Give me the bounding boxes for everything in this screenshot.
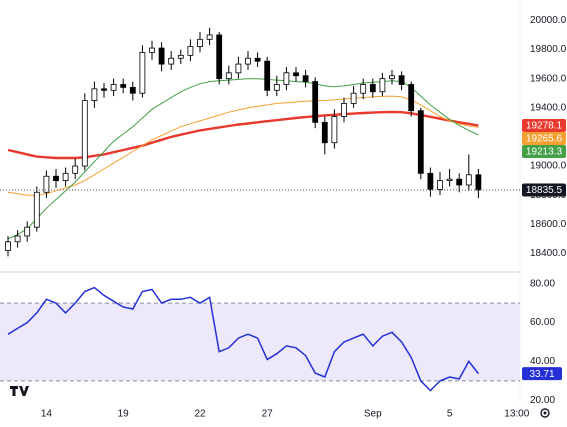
candle-body bbox=[321, 121, 328, 144]
x-tick-label: 5 bbox=[447, 409, 453, 420]
candle-body bbox=[197, 38, 203, 48]
candle-body bbox=[475, 174, 482, 191]
value-label: 18835.5 bbox=[526, 185, 563, 196]
x-tick-label: 27 bbox=[262, 409, 274, 420]
x-tick-label: Sep bbox=[364, 409, 382, 420]
candle-body bbox=[33, 191, 40, 228]
y-tick-label: 60.00 bbox=[530, 317, 555, 328]
candle-body bbox=[43, 175, 50, 193]
candle-body bbox=[91, 88, 98, 101]
y-tick-label: 19000.0 bbox=[530, 161, 567, 172]
value-box bbox=[522, 132, 566, 146]
y-tick-label: 40.00 bbox=[530, 356, 555, 367]
settings-icon[interactable] bbox=[540, 408, 550, 418]
candle-body bbox=[389, 75, 395, 80]
x-tick-label: 13:00 bbox=[504, 409, 529, 420]
value-box bbox=[522, 183, 566, 197]
candle-body bbox=[254, 57, 261, 62]
value-label: 19265.6 bbox=[526, 134, 563, 145]
candle-body bbox=[110, 84, 117, 91]
candle-body bbox=[446, 178, 453, 182]
candle-body bbox=[139, 52, 146, 94]
candle-body bbox=[129, 86, 136, 94]
x-tick-label: 22 bbox=[194, 409, 206, 420]
candle-body bbox=[120, 84, 127, 88]
candle-body bbox=[465, 174, 472, 186]
candle-body bbox=[437, 180, 443, 190]
candle-body bbox=[53, 175, 59, 182]
value-box bbox=[522, 119, 566, 133]
y-tick-label: 18400.0 bbox=[530, 248, 567, 259]
candle-body bbox=[331, 116, 338, 144]
logo bbox=[8, 382, 30, 398]
rsi-line bbox=[7, 286, 479, 392]
x-tick-label: 14 bbox=[41, 409, 53, 420]
gear[interactable] bbox=[540, 408, 550, 418]
candle-body bbox=[408, 84, 415, 112]
logo-mark bbox=[10, 386, 29, 396]
value-box bbox=[522, 145, 566, 159]
candle-body bbox=[264, 60, 271, 91]
candle-body bbox=[369, 84, 376, 93]
candle-body bbox=[398, 75, 405, 85]
candle-body bbox=[187, 46, 194, 56]
candle-body bbox=[24, 226, 31, 237]
candle-body bbox=[101, 88, 107, 91]
candle-body bbox=[168, 57, 175, 65]
value-label: 19213.3 bbox=[526, 147, 563, 158]
candle-body bbox=[312, 81, 319, 123]
candle-body bbox=[379, 78, 386, 93]
candle-body bbox=[341, 103, 347, 117]
candle-body bbox=[62, 172, 69, 182]
candle-body bbox=[177, 54, 184, 59]
candle-body bbox=[149, 47, 155, 53]
candle-body bbox=[293, 72, 299, 77]
value-label: 33.71 bbox=[529, 369, 554, 380]
y-tick-label: 18600.0 bbox=[530, 219, 567, 230]
y-tick-label: 80.00 bbox=[530, 278, 555, 289]
candle-body bbox=[456, 178, 463, 186]
candle-body bbox=[225, 72, 232, 80]
value-label: 19278.1 bbox=[526, 121, 563, 132]
y-tick-label: 19600.0 bbox=[530, 73, 567, 84]
y-tick-label: 19800.0 bbox=[530, 44, 567, 55]
x-tick-label: 19 bbox=[118, 409, 130, 420]
candle-body bbox=[427, 172, 434, 190]
candle-body bbox=[5, 241, 11, 251]
candle-body bbox=[81, 100, 88, 167]
candle-body bbox=[360, 84, 367, 94]
candle-body bbox=[216, 34, 223, 80]
candle-body bbox=[273, 84, 280, 91]
candle-body bbox=[158, 47, 165, 65]
candle-body bbox=[245, 57, 251, 65]
gear-center[interactable] bbox=[543, 411, 547, 415]
candle-body bbox=[302, 75, 309, 82]
y-tick-label: 19400.0 bbox=[530, 102, 567, 113]
candle-body bbox=[283, 72, 290, 85]
candle-body bbox=[206, 34, 213, 40]
value-box bbox=[522, 367, 562, 381]
candle-body bbox=[14, 235, 21, 243]
candle-body bbox=[235, 63, 242, 74]
candle-body bbox=[350, 92, 357, 104]
y-tick-label: 20.00 bbox=[530, 395, 555, 406]
candle-body bbox=[72, 165, 79, 174]
y-tick-label: 20000.0 bbox=[530, 15, 567, 26]
candle-body bbox=[417, 110, 424, 174]
moving-average-line bbox=[7, 95, 479, 196]
